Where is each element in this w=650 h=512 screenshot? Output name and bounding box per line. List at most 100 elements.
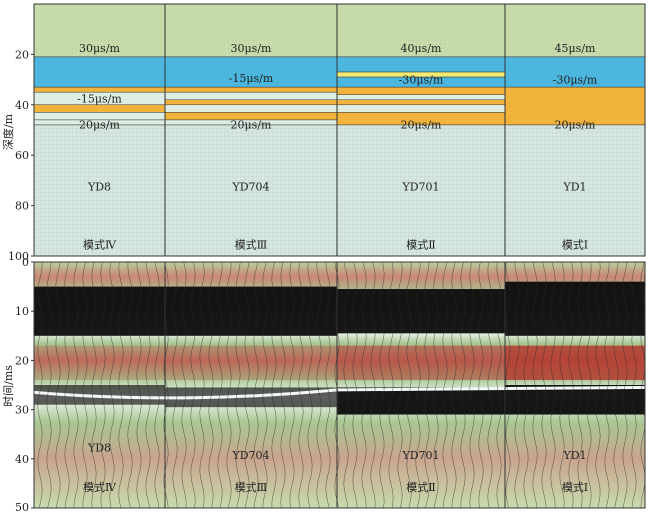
top-y-axis-label: 深度/m: [1, 113, 15, 150]
wiggle-trace: [217, 261, 223, 509]
wiggle-trace: [55, 261, 61, 509]
wiggle-trace: [100, 261, 106, 509]
layer-green: [33, 3, 166, 58]
wiggle-trace: [118, 261, 124, 509]
upper-velocity-label: 45μs/m: [555, 42, 596, 55]
wiggle-trace: [451, 261, 457, 509]
wiggle-trace: [586, 261, 592, 509]
wiggle-trace: [289, 261, 295, 509]
layer-orange: [336, 86, 506, 95]
seismic-trough-band: [505, 281, 645, 336]
model-mode-label: 模式Ⅳ: [83, 238, 117, 251]
wiggle-trace: [361, 261, 367, 509]
wiggle-trace: [370, 261, 376, 509]
layer-grid: [164, 124, 338, 257]
wiggle-trace: [640, 261, 646, 509]
wiggle-trace: [334, 261, 340, 509]
y-tick-label: 30: [15, 404, 29, 417]
wiggle-trace: [82, 261, 88, 508]
wiggle-trace: [37, 261, 43, 509]
wiggle-trace: [577, 261, 583, 509]
bottom-panel-frame: [33, 261, 646, 509]
depth-model-panel: 30μs/m -15μs/m 20μs/m YD8 模式Ⅳ 30μs/m -15μs/m 20…: [33, 3, 646, 257]
layer-pale: [336, 94, 506, 101]
wiggle-trace: [478, 261, 484, 509]
wiggle-trace: [244, 261, 250, 509]
well-name-label: YD704: [231, 180, 269, 193]
amplitude-patch: [337, 345, 505, 381]
layer-orange: [336, 99, 506, 106]
middle-velocity-label: -30μs/m: [399, 73, 444, 86]
y-tick-label: 50: [15, 501, 29, 512]
wiggle-trace: [172, 261, 178, 509]
wiggle-trace: [568, 261, 574, 509]
wiggle-trace: [442, 261, 448, 509]
layer-blue: [504, 56, 646, 88]
wiggle-trace: [388, 261, 394, 509]
model-mode-label: 模式Ⅱ: [406, 481, 435, 494]
upper-velocity-label: 30μs/m: [231, 42, 272, 55]
lower-velocity-label: 20μs/m: [401, 119, 442, 132]
model-mode-label: 模式Ⅲ: [235, 238, 268, 251]
wiggle-trace: [154, 261, 160, 509]
middle-velocity-label: -30μs/m: [553, 73, 598, 86]
wiggle-trace: [487, 261, 493, 509]
y-tick-label: 10: [15, 305, 29, 318]
wiggle-trace: [73, 261, 79, 509]
wiggle-trace: [199, 261, 205, 509]
middle-velocity-label: -15μs/m: [77, 92, 122, 105]
wiggle-trace: [91, 261, 97, 509]
wiggle-trace: [136, 261, 142, 509]
amplitude-patch: [34, 345, 165, 381]
wiggle-trace: [307, 261, 313, 509]
well-name-label: YD1: [562, 449, 586, 462]
wiggle-trace: [181, 261, 187, 509]
well-name-label: YD1: [562, 180, 586, 193]
well-name-label: YD701: [401, 449, 439, 462]
wiggle-trace: [352, 261, 358, 509]
layer-orange: [164, 86, 338, 93]
layer-grid: [504, 124, 646, 257]
wiggle-trace: [262, 261, 268, 509]
layer-orange: [33, 104, 166, 113]
wiggle-trace: [253, 261, 259, 509]
wiggle-trace: [559, 261, 565, 509]
top-panel-frame: [33, 3, 646, 257]
wiggle-trace: [433, 261, 439, 509]
wiggle-trace: [460, 261, 466, 508]
seismic-trough-band: [337, 387, 505, 415]
layer-pale: [336, 104, 506, 113]
wiggle-trace: [379, 261, 385, 509]
wiggle-trace: [226, 261, 232, 509]
y-tick-label: 20: [15, 354, 29, 367]
model-mode-label: 模式Ⅰ: [562, 238, 588, 251]
wiggle-trace: [604, 261, 610, 509]
wiggle-trace: [595, 261, 601, 509]
wiggle-trace: [325, 261, 331, 509]
wiggle-trace: [64, 261, 70, 509]
wiggle-trace: [127, 261, 133, 509]
model-mode-label: 模式Ⅱ: [406, 238, 435, 251]
y-tick-label: 60: [15, 149, 29, 162]
wiggle-trace: [343, 261, 349, 509]
wiggle-trace: [613, 261, 619, 509]
zero-crossing-line: [33, 385, 646, 400]
wiggle-trace: [406, 261, 412, 509]
y-tick-label: 20: [15, 48, 29, 61]
seismic-section-panel: YD8 模式Ⅳ YD704 模式Ⅲ YD701 模式Ⅱ YD1 模式Ⅰ: [33, 261, 646, 509]
seismic-trough-band: [165, 286, 337, 336]
upper-velocity-label: 40μs/m: [401, 42, 442, 55]
wiggle-trace: [397, 261, 403, 509]
wiggle-trace: [415, 261, 421, 509]
lower-velocity-label: 20μs/m: [231, 119, 272, 132]
wiggle-trace: [316, 261, 322, 509]
wiggle-trace: [298, 261, 304, 509]
wiggle-trace: [109, 261, 115, 509]
layer-orange: [504, 86, 646, 126]
layer-pale: [164, 104, 338, 113]
y-tick-label: 100: [8, 250, 29, 263]
lower-velocity-label: 20μs/m: [555, 119, 596, 132]
wiggle-trace: [235, 261, 241, 509]
bottom-y-axis-label: 时间/ms: [2, 365, 15, 407]
middle-velocity-label: -15μs/m: [229, 72, 274, 85]
